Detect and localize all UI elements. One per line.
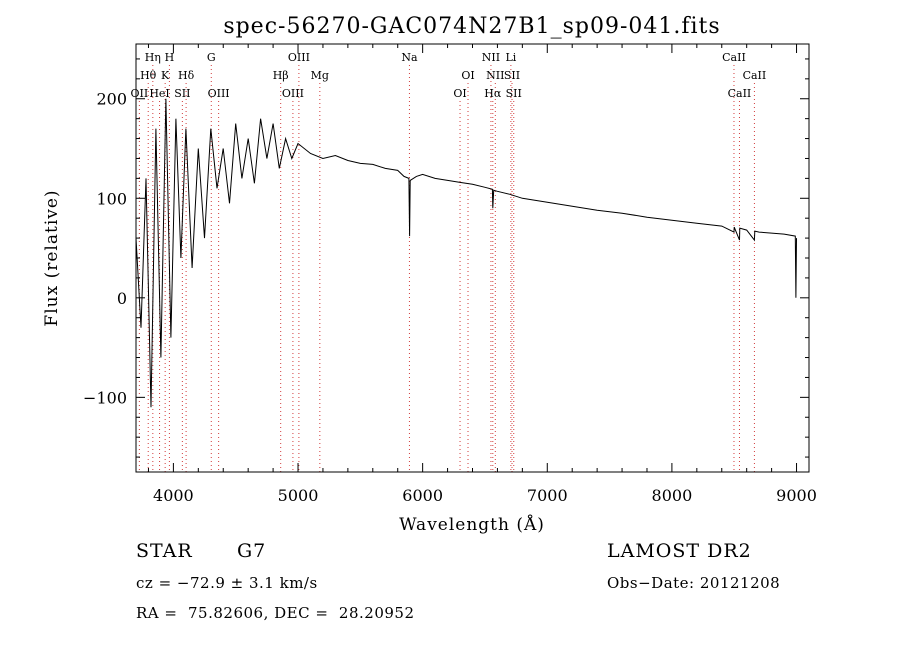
x-tick-label: 8000 (652, 486, 693, 505)
x-tick-label: 9000 (776, 486, 817, 505)
line-marker-label: K (161, 69, 170, 82)
line-marker-label: SII (174, 87, 190, 100)
survey-name: LAMOST DR2 (607, 540, 752, 562)
y-tick-label: 0 (117, 289, 127, 308)
line-marker-label: CaII (743, 69, 767, 82)
object-subclass: G7 (237, 540, 267, 562)
line-marker-label: OI (461, 69, 474, 82)
line-marker-label: Hθ (140, 69, 157, 82)
redshift-readout: cz = −72.9 ± 3.1 km/s (136, 574, 318, 592)
line-marker-label: OIII (282, 87, 304, 100)
x-tick-label: 6000 (402, 486, 443, 505)
line-marker-label: OIII (208, 87, 230, 100)
y-axis: −100 0 100 200 (83, 58, 809, 458)
line-marker-label: NII (482, 51, 500, 64)
line-marker-label: Hβ (273, 69, 289, 82)
y-tick-label: 100 (96, 189, 127, 208)
object-class: STAR (136, 540, 193, 562)
line-marker-label: Hη (145, 51, 161, 64)
y-tick-label: −100 (83, 388, 127, 407)
line-marker-label: NII (486, 69, 504, 82)
line-marker-label: Mg (311, 69, 329, 82)
spectral-line-labels: OIIHθHηHeIKHSIIHδGOIIIHβOIIIOIIIMgNaOIOI… (131, 51, 767, 100)
y-tick-label: 200 (96, 90, 127, 109)
line-marker-label: SII (504, 69, 520, 82)
plot-frame (135, 43, 810, 473)
line-marker-label: Li (505, 51, 516, 64)
chart-title: spec-56270-GAC074N27B1_sp09-041.fits (223, 14, 720, 39)
line-marker-label: CaII (722, 51, 746, 64)
spectrum-line (135, 98, 797, 408)
x-axis-label: Wavelength (Å) (399, 514, 545, 535)
line-marker-label: OIII (288, 51, 310, 64)
line-marker-label: SII (506, 87, 522, 100)
line-marker-label: CaII (728, 87, 752, 100)
spectral-line-markers (138, 65, 755, 472)
x-axis: 4000 5000 6000 7000 8000 9000 (147, 44, 817, 505)
line-marker-label: Hδ (178, 69, 195, 82)
observation-date: Obs−Date: 20121208 (607, 574, 781, 592)
line-marker-label: H (165, 51, 175, 64)
x-tick-label: 5000 (278, 486, 319, 505)
line-marker-label: HeI (149, 87, 169, 100)
line-marker-label: Na (401, 51, 418, 64)
x-tick-label: 4000 (153, 486, 194, 505)
line-marker-label: OI (453, 87, 466, 100)
y-axis-label: Flux (relative) (42, 189, 62, 326)
line-marker-label: OII (131, 87, 149, 100)
line-marker-label: G (207, 51, 216, 64)
x-tick-label: 7000 (527, 486, 568, 505)
line-marker-label: Hα (484, 87, 502, 100)
coordinates-readout: RA = 75.82606, DEC = 28.20952 (136, 604, 415, 622)
